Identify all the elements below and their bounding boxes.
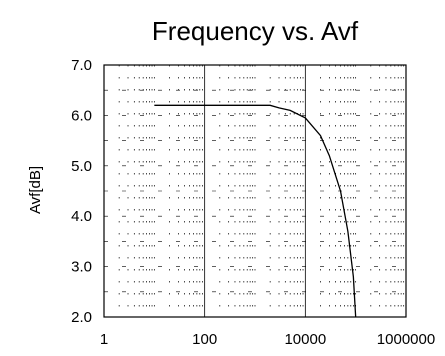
y-tick-labels: 2.0 3.0 4.0 5.0 6.0 7.0 bbox=[71, 57, 92, 326]
chart-title: Frequency vs. Avf bbox=[152, 16, 359, 46]
x-tick-label: 10000 bbox=[284, 331, 326, 348]
x-tick-labels: 1 100 10000 1000000 bbox=[100, 331, 435, 348]
x-tick-label: 1 bbox=[100, 331, 108, 348]
y-tick-label: 2.0 bbox=[71, 309, 92, 326]
y-axis-label: Avf[dB] bbox=[27, 166, 44, 214]
series-line bbox=[154, 104, 357, 318]
series-layer bbox=[154, 104, 357, 318]
y-tick-label: 7.0 bbox=[71, 57, 92, 74]
grid-layer bbox=[104, 65, 406, 317]
y-tick-label: 5.0 bbox=[71, 158, 92, 175]
x-tick-label: 100 bbox=[192, 331, 217, 348]
plot-area bbox=[103, 64, 407, 318]
y-tick-label: 6.0 bbox=[71, 107, 92, 124]
y-tick-label: 3.0 bbox=[71, 259, 92, 276]
x-tick-label: 1000000 bbox=[377, 331, 435, 348]
y-tick-label: 4.0 bbox=[71, 208, 92, 225]
